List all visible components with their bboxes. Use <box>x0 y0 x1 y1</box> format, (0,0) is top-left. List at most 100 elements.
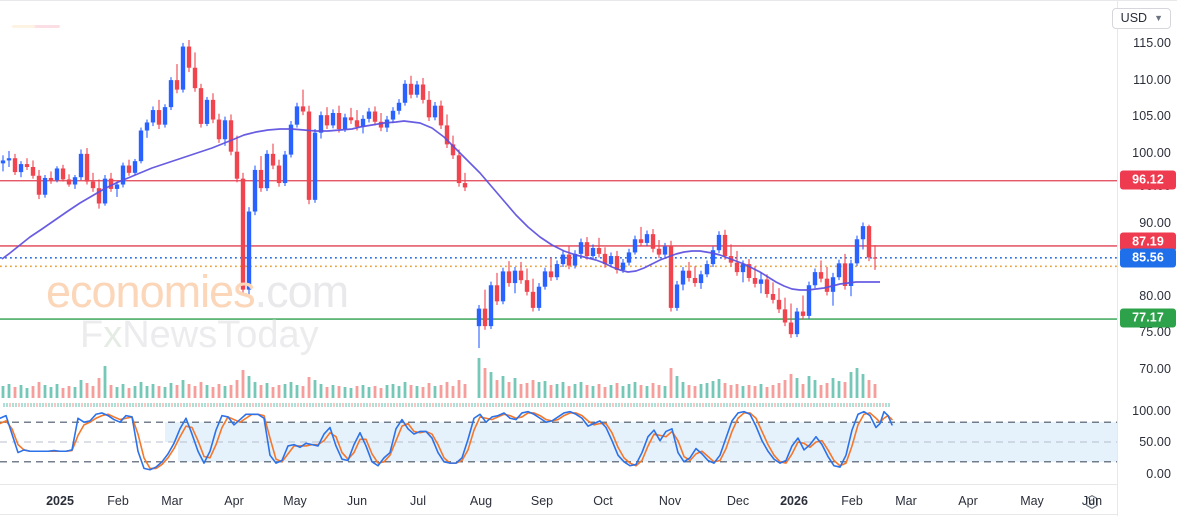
candle-body[interactable] <box>288 124 294 155</box>
candle-body[interactable] <box>608 256 614 265</box>
price-badge-87.19[interactable]: 87.19 <box>1120 232 1176 252</box>
candle-body[interactable] <box>324 115 330 126</box>
candle-body[interactable] <box>782 309 788 323</box>
candle-body[interactable] <box>752 277 758 284</box>
candle-body[interactable] <box>764 279 770 295</box>
candle-body[interactable] <box>348 117 354 121</box>
candle-body[interactable] <box>656 248 662 255</box>
candle-body[interactable] <box>66 179 72 185</box>
candle-body[interactable] <box>6 158 12 161</box>
candle-body[interactable] <box>42 177 48 195</box>
candle-body[interactable] <box>620 262 626 270</box>
candle-body[interactable] <box>632 239 638 253</box>
candle-body[interactable] <box>644 234 650 243</box>
candle-body[interactable] <box>156 110 162 125</box>
candle-body[interactable] <box>590 248 596 257</box>
candle-body[interactable] <box>126 165 132 173</box>
candle-body[interactable] <box>306 111 312 200</box>
candle-body[interactable] <box>818 272 824 279</box>
candle-body[interactable] <box>548 271 554 278</box>
price-badge-85.56[interactable]: 85.56 <box>1120 248 1176 268</box>
candle-body[interactable] <box>866 226 872 258</box>
candle-body[interactable] <box>78 153 84 178</box>
candle-body[interactable] <box>414 84 420 95</box>
candle-body[interactable] <box>24 164 30 167</box>
candle-body[interactable] <box>228 120 234 152</box>
candle-body[interactable] <box>438 105 444 126</box>
candle-body[interactable] <box>222 120 228 140</box>
candle-body[interactable] <box>18 164 24 173</box>
candle-body[interactable] <box>84 153 90 182</box>
candle-body[interactable] <box>716 234 722 251</box>
candle-body[interactable] <box>72 177 78 185</box>
candle-body[interactable] <box>90 181 96 189</box>
candle-body[interactable] <box>162 107 168 125</box>
candle-body[interactable] <box>258 169 264 189</box>
candle-body[interactable] <box>216 119 222 140</box>
candle-body[interactable] <box>614 256 620 270</box>
time-axis[interactable]: 2025 Feb Mar Apr May Jun Jul Aug Sep Oct Nov Dec 202… <box>0 484 1117 516</box>
candle-body[interactable] <box>30 167 36 176</box>
candlesticks[interactable] <box>0 39 878 349</box>
candle-body[interactable] <box>578 242 584 254</box>
price-pane[interactable] <box>0 1 1117 401</box>
candle-body[interactable] <box>698 274 704 284</box>
candle-body[interactable] <box>60 168 66 180</box>
candle-body[interactable] <box>848 263 854 286</box>
candle-body[interactable] <box>240 178 246 290</box>
candle-body[interactable] <box>530 291 536 308</box>
candle-body[interactable] <box>210 99 216 120</box>
candle-body[interactable] <box>506 271 512 284</box>
candle-body[interactable] <box>204 99 210 124</box>
candle-body[interactable] <box>584 242 590 257</box>
candle-body[interactable] <box>390 110 396 120</box>
stochastic-pane[interactable] <box>0 403 1117 483</box>
candle-body[interactable] <box>830 277 836 292</box>
candle-body[interactable] <box>114 184 120 189</box>
candle-body[interactable] <box>734 262 740 273</box>
candle-body[interactable] <box>872 257 878 259</box>
candle-body[interactable] <box>482 308 488 327</box>
candle-body[interactable] <box>518 270 524 281</box>
candle-body[interactable] <box>566 254 572 266</box>
candle-body[interactable] <box>680 270 686 285</box>
moving-average-line[interactable] <box>1 120 880 291</box>
candle-body[interactable] <box>342 117 348 130</box>
candle-body[interactable] <box>150 110 156 123</box>
candle-body[interactable] <box>602 253 608 265</box>
candle-body[interactable] <box>408 83 414 95</box>
candle-body[interactable] <box>198 88 204 124</box>
candle-body[interactable] <box>426 99 432 118</box>
candle-body[interactable] <box>300 106 306 112</box>
candle-body[interactable] <box>512 270 518 284</box>
candle-body[interactable] <box>372 111 378 122</box>
candle-body[interactable] <box>108 178 114 189</box>
price-badge-96.12[interactable]: 96.12 <box>1120 170 1176 190</box>
candle-body[interactable] <box>860 226 866 240</box>
settings-gear-icon[interactable] <box>1081 491 1103 513</box>
stochastic-k-line[interactable] <box>0 410 893 471</box>
candle-body[interactable] <box>312 132 318 200</box>
candle-body[interactable] <box>336 112 342 130</box>
candle-body[interactable] <box>560 254 566 265</box>
candle-body[interactable] <box>638 239 644 243</box>
candle-body[interactable] <box>572 253 578 266</box>
candle-body[interactable] <box>450 144 456 156</box>
candle-body[interactable] <box>476 308 482 327</box>
candle-body[interactable] <box>270 153 276 166</box>
candle-body[interactable] <box>186 46 192 68</box>
candle-body[interactable] <box>402 83 408 103</box>
candle-body[interactable] <box>494 285 500 302</box>
candle-body[interactable] <box>192 67 198 89</box>
candle-body[interactable] <box>488 285 494 327</box>
candle-body[interactable] <box>102 178 108 204</box>
candle-body[interactable] <box>174 80 180 90</box>
candle-body[interactable] <box>366 111 372 119</box>
candle-body[interactable] <box>48 177 54 181</box>
candle-body[interactable] <box>500 271 506 302</box>
candle-body[interactable] <box>180 46 186 90</box>
candle-body[interactable] <box>168 80 174 108</box>
candle-body[interactable] <box>294 106 300 125</box>
candle-body[interactable] <box>36 175 42 195</box>
candle-body[interactable] <box>554 264 560 278</box>
